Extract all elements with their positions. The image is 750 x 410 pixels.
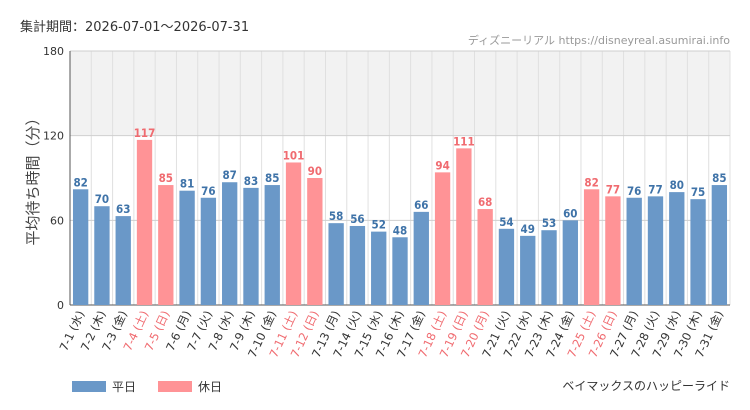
bar-value-label: 82 (73, 175, 87, 189)
bar (200, 197, 217, 305)
attraction-name: ベイマックスのハッピーライド (562, 379, 730, 393)
bar (626, 197, 642, 305)
legend-item-holiday[interactable]: 休日 (158, 378, 222, 395)
legend-label-weekday: 平日 (112, 380, 137, 394)
bar-value-label: 49 (521, 222, 535, 236)
bar (413, 211, 429, 305)
bar (392, 237, 408, 305)
bar (711, 185, 728, 305)
bar-value-label: 63 (116, 202, 130, 216)
bar (264, 185, 280, 305)
bar (498, 228, 515, 305)
bar-value-label: 76 (201, 184, 215, 198)
bar-value-label: 70 (95, 192, 109, 206)
bar (72, 189, 89, 305)
y-axis-title: 平均待ち時間（分） (24, 110, 42, 245)
bar-value-label: 101 (283, 148, 305, 162)
bar-value-label: 82 (584, 175, 598, 189)
bar (222, 182, 238, 305)
bar (669, 192, 685, 305)
bar (115, 216, 131, 305)
plot-band (70, 51, 730, 136)
bar-value-label: 85 (712, 171, 726, 185)
bar (158, 185, 174, 305)
bar (243, 187, 259, 305)
bar (328, 223, 344, 305)
legend-swatch-holiday (158, 381, 193, 392)
period-label: 集計期間：2026-07-01～2026-07-31 (20, 20, 250, 35)
legend: 平日 休日 (72, 378, 222, 395)
bar (562, 220, 578, 305)
bar (434, 172, 451, 305)
bar (605, 196, 621, 305)
bar-value-label: 48 (393, 223, 407, 237)
bar-value-label: 83 (244, 174, 258, 188)
bar-value-label: 85 (265, 171, 279, 185)
y-tick-label: 60 (50, 214, 64, 227)
bar-value-label: 80 (670, 178, 684, 192)
bar (690, 199, 706, 305)
bar (94, 206, 110, 305)
bar (647, 196, 664, 305)
bar-value-label: 60 (563, 206, 577, 220)
bar-value-label: 56 (350, 212, 364, 226)
y-tick-label: 120 (43, 130, 64, 143)
bar (285, 162, 302, 305)
bar-value-label: 52 (372, 218, 386, 232)
y-tick-label: 180 (43, 45, 64, 58)
bar (456, 148, 472, 305)
y-tick-label: 0 (57, 299, 64, 312)
bar-value-label: 111 (453, 134, 475, 148)
bar-value-label: 85 (159, 171, 173, 185)
bar-value-label: 87 (222, 168, 236, 182)
bar (179, 190, 195, 305)
bar (583, 189, 600, 305)
bar-value-label: 77 (648, 182, 662, 196)
bar-value-label: 54 (499, 215, 513, 229)
bar-value-label: 68 (478, 195, 492, 209)
bar-value-label: 81 (180, 177, 194, 191)
bar (136, 139, 153, 305)
bar-value-label: 53 (542, 216, 556, 230)
legend-item-weekday[interactable]: 平日 (72, 378, 136, 395)
legend-swatch-weekday (72, 381, 106, 392)
bar-value-label: 90 (308, 164, 322, 178)
bar-value-label: 77 (606, 182, 620, 196)
bar (541, 230, 557, 305)
bar-value-label: 94 (435, 158, 449, 172)
bar-value-label: 117 (134, 126, 156, 140)
bar-value-label: 76 (627, 184, 641, 198)
legend-label-holiday: 休日 (198, 380, 223, 394)
source-label: ディズニーリアル https://disneyreal.asumirai.inf… (467, 34, 730, 47)
bar (477, 209, 493, 305)
bar (307, 178, 323, 305)
bar-value-label: 66 (414, 198, 428, 212)
bar (371, 231, 387, 305)
bar (520, 235, 536, 305)
bar-value-label: 58 (329, 209, 343, 223)
bar-value-label: 75 (691, 185, 705, 199)
bar (349, 225, 366, 305)
